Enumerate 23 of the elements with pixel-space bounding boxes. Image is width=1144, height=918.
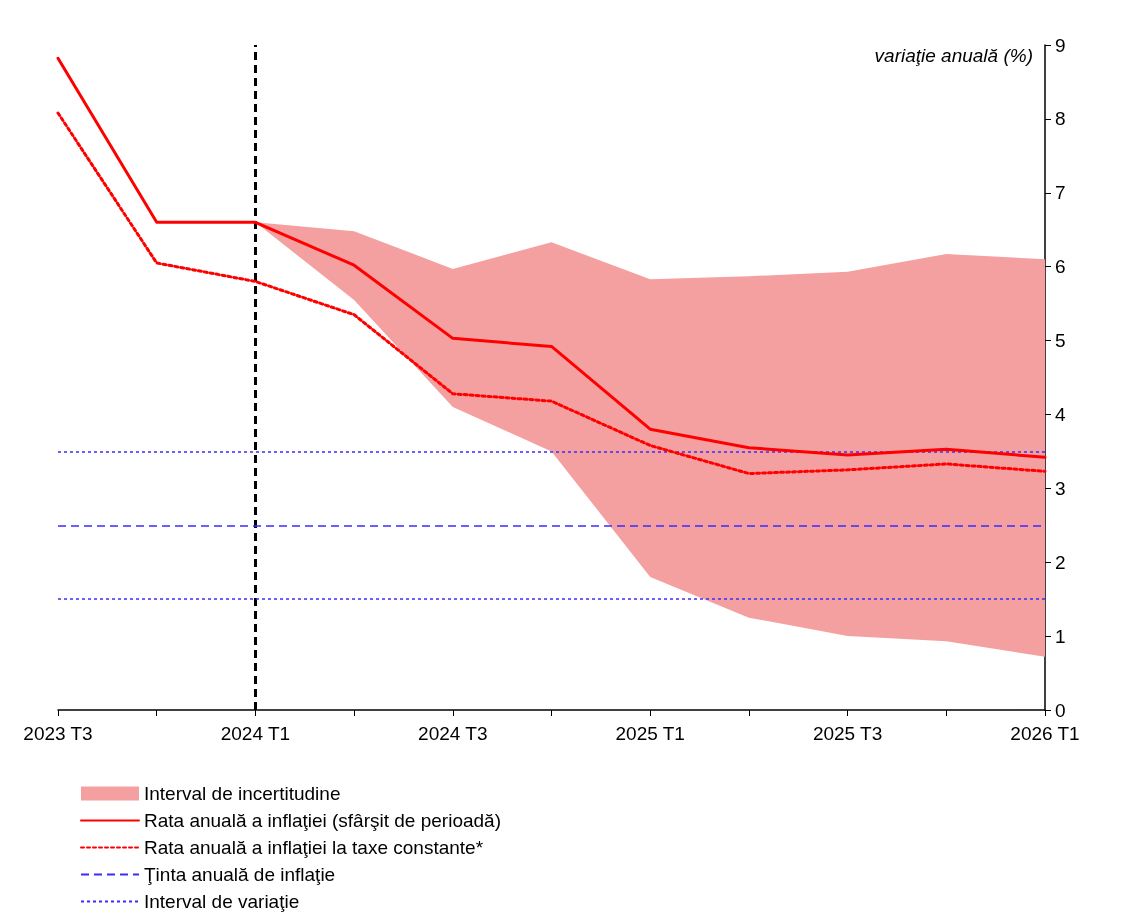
x-tick-label: 2024 T1 (220, 723, 291, 744)
y-tick-label: 7 (1055, 182, 1066, 204)
y-tick-label: 8 (1055, 108, 1066, 130)
y-tick-label: 3 (1055, 477, 1066, 499)
x-tick-label: 2023 T3 (23, 723, 93, 744)
x-tick-label: 2024 T3 (418, 723, 488, 744)
x-tick-label: 2025 T3 (812, 723, 883, 744)
legend-label: Rata anuală a inflaţiei la taxe constante* (144, 837, 484, 858)
y-tick-label: 2 (1055, 551, 1066, 573)
legend-label: Ţinta anuală de inflaţie (144, 864, 336, 885)
y-tick-label: 5 (1055, 330, 1066, 352)
x-tick-label: 2025 T1 (615, 723, 685, 744)
y-tick-label: 9 (1055, 34, 1066, 56)
x-tick-label: 2026 T1 (1010, 723, 1080, 744)
y-tick-label: 0 (1055, 699, 1066, 721)
y-tick-label: 1 (1055, 625, 1066, 647)
line-series (56, 111, 1047, 476)
legend-label: Rata anuală a inflaţiei (sfârşit de perioadă) (144, 810, 501, 831)
legend-label: Interval de variaţie (144, 891, 300, 912)
legend-label: Interval de incertitudine (144, 783, 341, 804)
y-tick-label: 4 (1055, 403, 1066, 425)
y-axis-title: variaţie anuală (%) (874, 45, 1033, 66)
y-tick-label: 6 (1055, 256, 1066, 278)
